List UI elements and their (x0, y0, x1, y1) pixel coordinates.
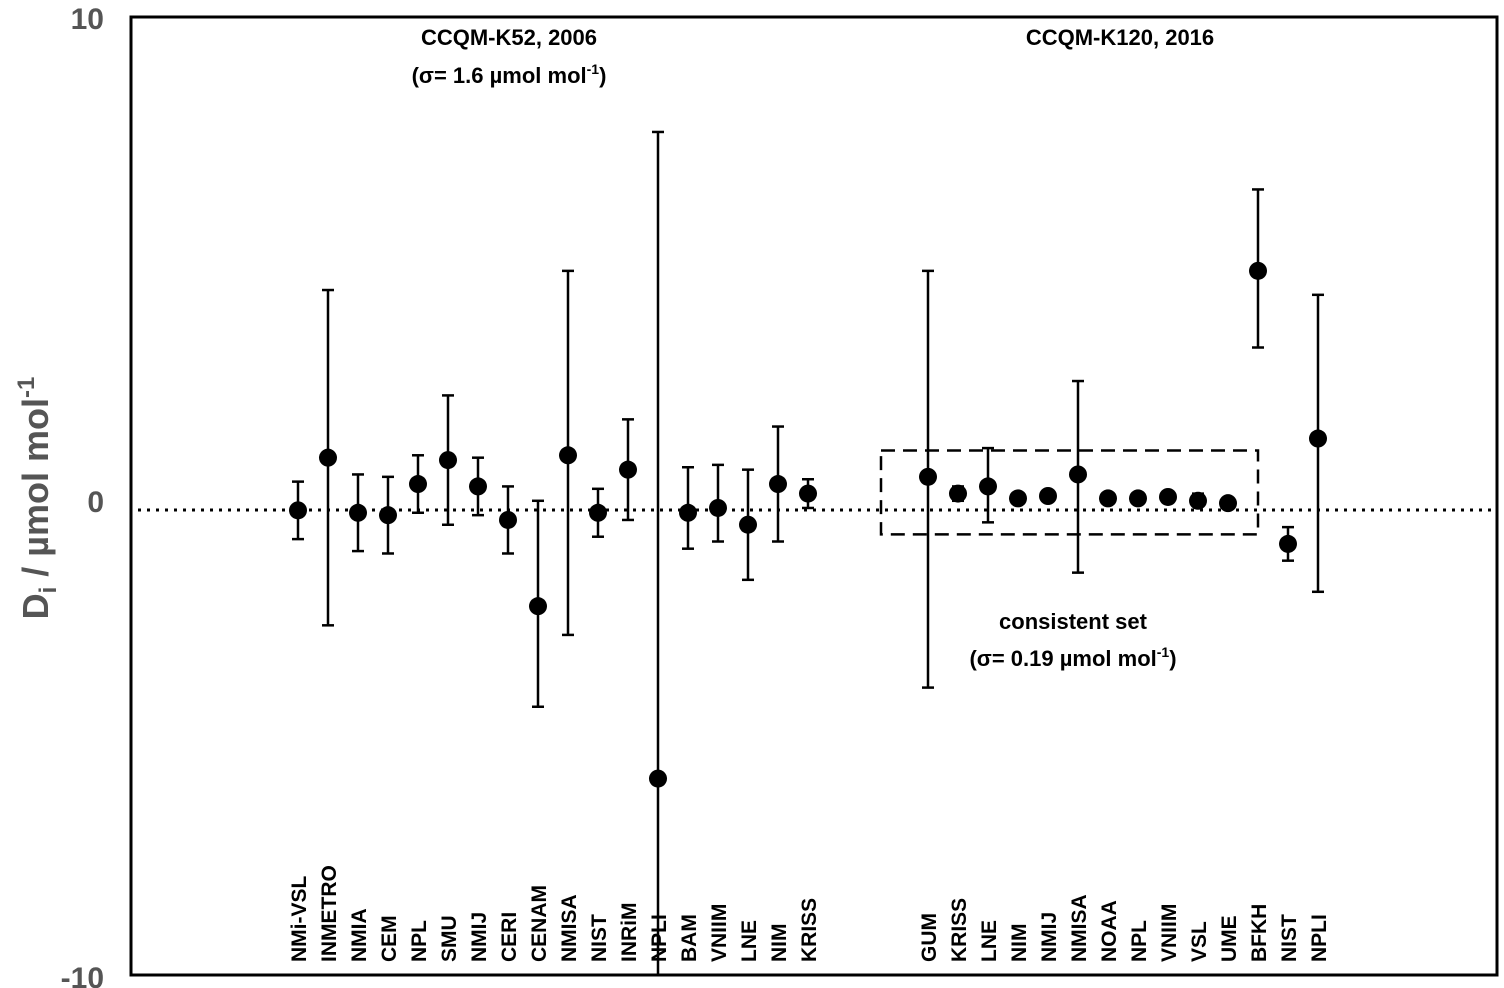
category-label-nmisa: NMISA (1068, 894, 1091, 962)
category-label-cenam: CENAM (528, 885, 551, 962)
category-label-cem: CEM (378, 915, 401, 962)
category-label-vniim: VNIIM (708, 904, 731, 962)
data-point-nmisa (1069, 465, 1087, 484)
data-point-smu (439, 451, 457, 470)
k120-title: CCQM-K120, 2016 (1026, 25, 1214, 50)
category-label-lne: LNE (738, 920, 761, 962)
data-point-inmetro (319, 448, 337, 467)
category-label-ume: UME (1218, 915, 1241, 962)
consistent-sigma-sup: -1 (1157, 644, 1170, 660)
consistent-set-sigma: (σ= 0.19 µmol mol-1) (969, 644, 1176, 671)
data-point-nmij (1039, 487, 1057, 505)
category-label-vsl: VSL (1188, 921, 1211, 962)
category-label-nim: NIM (768, 924, 791, 963)
category-label-nist: NIST (1278, 914, 1301, 962)
category-label-kriss: KRISS (798, 898, 821, 962)
category-label-gum: GUM (918, 913, 941, 962)
data-point-npl (1129, 489, 1147, 508)
category-label-nmisa: NMISA (558, 894, 581, 962)
category-label-nmia: NMIA (348, 908, 371, 962)
data-point-nim (769, 475, 787, 494)
data-point-bam (679, 503, 697, 522)
category-label-kriss: KRISS (948, 898, 971, 962)
category-label-nmij: NMIJ (468, 912, 491, 962)
ytick-label-top: 10 (71, 3, 104, 36)
y-axis-label-sup: -1 (13, 377, 40, 398)
data-point-lne (979, 477, 997, 496)
category-label-nmi-vsl: NMi-VSL (288, 876, 311, 963)
data-point-nist (1279, 534, 1297, 553)
data-point-vniim (709, 498, 727, 517)
data-point-inrim (619, 460, 637, 479)
category-label-nim: NIM (1008, 924, 1031, 963)
data-point-vsl (1189, 491, 1207, 510)
data-point-nmij (469, 477, 487, 496)
category-label-npli: NPLI (648, 914, 671, 962)
consistent-set-title: consistent set (999, 609, 1148, 634)
data-point-gum (919, 467, 937, 486)
data-point-cenam (529, 597, 547, 616)
plot-frame (129, 15, 1499, 977)
data-point-lne (739, 515, 757, 534)
data-point-npli (1309, 429, 1327, 448)
k52-sigma-sup: -1 (587, 61, 600, 77)
category-label-npl: NPL (1128, 920, 1151, 962)
category-label-npl: NPL (408, 920, 431, 962)
data-point-ume (1219, 494, 1237, 513)
data-marks: NMi-VSL INMETRO NMIA CEM NPL SMU NMIJ CERI CENAM… (288, 130, 1331, 977)
data-point-nim (1009, 489, 1027, 508)
category-label-inrim: INRiM (618, 903, 641, 963)
data-point-nmisa (559, 446, 577, 465)
k52-sigma-close: ) (599, 63, 606, 88)
data-point-nmia (349, 503, 367, 522)
data-point-npli (649, 769, 667, 788)
data-point-kriss (799, 484, 817, 503)
data-point-kriss (949, 484, 967, 503)
ytick-label-zero: 0 (87, 486, 104, 519)
category-label-npli: NPLI (1308, 914, 1331, 962)
category-label-inmetro: INMETRO (318, 865, 341, 962)
category-label-smu: SMU (438, 915, 461, 962)
data-point-npl (409, 475, 427, 494)
category-label-noaa: NOAA (1098, 900, 1121, 962)
data-point-ceri (499, 510, 517, 529)
data-point-cem (379, 506, 397, 525)
y-axis-label-base: D (15, 593, 56, 619)
data-point-nmi-vsl (289, 501, 307, 520)
category-label-bam: BAM (678, 914, 701, 962)
category-label-nmij: NMIJ (1038, 912, 1061, 962)
y-axis-label: Di / µmol mol-1 (13, 377, 62, 620)
category-label-bfkh: BFKH (1248, 904, 1271, 962)
ytick-label-bottom: -10 (61, 962, 104, 988)
k52-sigma: (σ= 1.6 µmol mol-1) (412, 61, 607, 88)
data-point-nist (589, 503, 607, 522)
data-point-vniim (1159, 487, 1177, 506)
data-point-noaa (1099, 489, 1117, 508)
y-axis-label-rest: / µmol mol (15, 398, 56, 587)
k52-title: CCQM-K52, 2006 (421, 25, 597, 50)
category-label-vniim: VNIIM (1158, 904, 1181, 962)
consistent-sigma-close: ) (1169, 646, 1176, 671)
consistent-sigma-text: (σ= 0.19 µmol mol (969, 646, 1156, 671)
category-label-ceri: CERI (498, 912, 521, 962)
consistent-set-box (879, 449, 1260, 536)
y-axis-label-sub: i (35, 587, 62, 594)
category-label-lne: LNE (978, 920, 1001, 962)
k52-sigma-text: (σ= 1.6 µmol mol (412, 63, 587, 88)
data-point-bfkh (1249, 261, 1267, 280)
category-label-nist: NIST (588, 914, 611, 962)
